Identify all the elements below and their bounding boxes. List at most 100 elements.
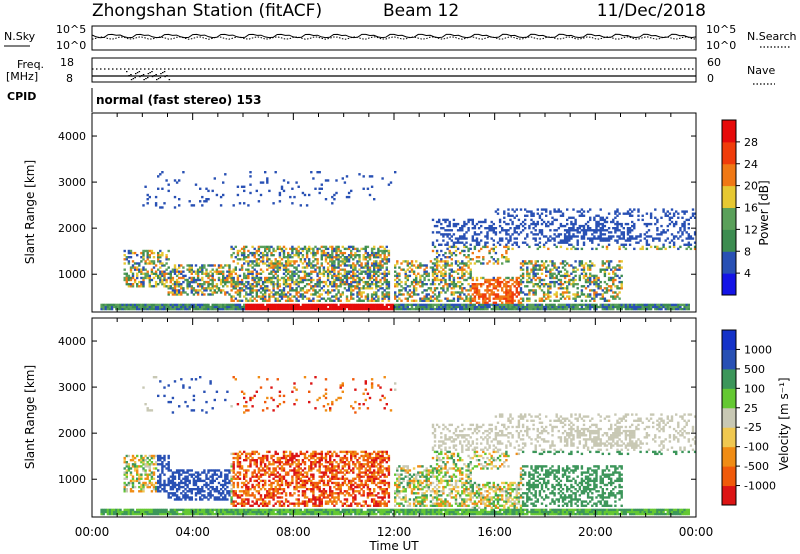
heatmap-cell <box>129 508 133 512</box>
heatmap-cell <box>203 283 206 286</box>
heatmap-cell <box>293 303 296 307</box>
heatmap-cell <box>490 278 493 282</box>
heatmap-cell <box>192 293 196 296</box>
heatmap-cell <box>188 386 191 389</box>
heatmap-cell <box>383 307 386 311</box>
heatmap-cell <box>159 270 162 273</box>
heatmap-cell <box>538 241 542 244</box>
heatmap-cell <box>291 280 294 284</box>
heatmap-cell <box>125 274 128 278</box>
heatmap-cell <box>127 278 131 282</box>
heatmap-cell <box>616 239 619 242</box>
heatmap-cell <box>301 278 305 282</box>
heatmap-cell <box>291 260 294 263</box>
heatmap-cell <box>343 270 347 273</box>
heatmap-cell <box>117 305 120 309</box>
heatmap-cell <box>188 268 191 271</box>
heatmap-cell <box>469 303 472 307</box>
heatmap-cell <box>362 291 365 294</box>
heatmap-cell <box>675 220 678 224</box>
heatmap-cell <box>268 262 271 265</box>
heatmap-cell <box>452 285 456 288</box>
heatmap-cell <box>175 278 179 282</box>
heatmap-cell <box>507 280 510 284</box>
heatmap-cell <box>618 237 621 240</box>
heatmap-cell <box>226 274 229 278</box>
heatmap-cell <box>211 280 214 284</box>
heatmap-cell <box>217 287 221 290</box>
heatmap-cell <box>555 299 558 302</box>
heatmap-cell <box>561 212 565 215</box>
heatmap-cell <box>603 303 607 307</box>
heatmap-cell <box>572 283 575 286</box>
heatmap-cell <box>582 210 586 213</box>
heatmap-cell <box>534 233 537 236</box>
heatmap-cell <box>362 270 365 273</box>
heatmap-cell <box>469 262 472 265</box>
heatmap-cell <box>435 305 439 309</box>
heatmap-cell <box>347 307 351 311</box>
heatmap-cell <box>316 249 319 253</box>
heatmap-cell <box>521 268 525 271</box>
nave-dip-mark <box>147 77 149 79</box>
heatmap-cell <box>167 481 170 485</box>
heatmap-cell <box>624 212 628 215</box>
heatmap-cell <box>616 208 619 211</box>
heatmap-cell <box>435 299 439 302</box>
heatmap-cell <box>597 224 600 228</box>
heatmap-cell <box>148 285 151 288</box>
heatmap-cell <box>461 224 464 228</box>
heatmap-cell <box>150 473 154 476</box>
heatmap-cell <box>157 488 160 491</box>
heatmap-cell <box>538 266 542 269</box>
heatmap-cell <box>255 299 258 302</box>
heatmap-cell <box>624 222 628 226</box>
heatmap-cell <box>131 475 135 478</box>
heatmap-cell <box>620 222 623 226</box>
heatmap-cell <box>150 249 154 253</box>
heatmap-cell <box>339 307 342 311</box>
heatmap-cell <box>488 299 491 302</box>
heatmap-cell <box>178 307 181 311</box>
heatmap-cell <box>530 268 533 271</box>
heatmap-cell <box>442 285 445 288</box>
heatmap-cell <box>272 307 275 311</box>
heatmap-cell <box>335 297 338 300</box>
heatmap-cell <box>280 307 284 311</box>
heatmap-cell <box>209 278 212 282</box>
heatmap-cell <box>186 307 189 311</box>
heatmap-cell <box>517 301 521 304</box>
heatmap-cell <box>347 285 351 288</box>
heatmap-cell <box>370 280 374 284</box>
heatmap-cell <box>142 303 145 307</box>
heatmap-cell <box>475 233 479 236</box>
heatmap-cell <box>456 239 460 242</box>
heatmap-cell <box>291 249 294 253</box>
heatmap-cell <box>526 214 529 217</box>
heatmap-cell <box>616 214 619 217</box>
heatmap-cell <box>584 222 588 226</box>
heatmap-cell <box>639 235 642 238</box>
heatmap-cell <box>536 233 539 236</box>
heatmap-cell <box>211 274 214 278</box>
heatmap-cell <box>580 293 584 296</box>
heatmap-cell <box>480 307 483 311</box>
heatmap-cell <box>201 266 204 269</box>
heatmap-cell <box>540 229 544 232</box>
heatmap-cell <box>549 270 552 273</box>
heatmap-cell <box>572 266 575 269</box>
heatmap-cell <box>144 260 147 263</box>
heatmap-cell <box>586 276 590 280</box>
heatmap-cell <box>364 280 367 284</box>
heatmap-cell <box>318 270 321 273</box>
heatmap-cell <box>461 291 464 294</box>
heatmap-cell <box>429 283 433 286</box>
heatmap-cell <box>125 508 128 512</box>
heatmap-cell <box>261 283 265 286</box>
heatmap-cell <box>316 305 319 309</box>
heatmap-cell <box>236 291 240 294</box>
heatmap-cell <box>387 285 391 288</box>
heatmap-cell <box>442 254 445 257</box>
heatmap-cell <box>165 258 168 261</box>
heatmap-cell <box>129 481 133 485</box>
